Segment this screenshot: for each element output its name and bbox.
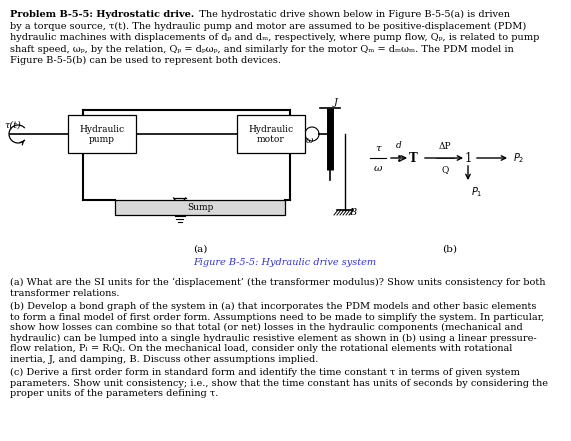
Text: Figure B-5-5: Hydraulic drive system: Figure B-5-5: Hydraulic drive system [194, 258, 376, 267]
Text: proper units of the parameters defining τ.: proper units of the parameters defining … [10, 389, 218, 398]
Text: hydraulic) can be lumped into a single hydraulic resistive element as shown in (: hydraulic) can be lumped into a single h… [10, 333, 537, 343]
Text: Problem B-5-5: Hydrostatic drive.: Problem B-5-5: Hydrostatic drive. [10, 10, 194, 19]
Text: transformer relations.: transformer relations. [10, 288, 119, 298]
Text: parameters. Show unit consistency; i.e., show that the time constant has units o: parameters. Show unit consistency; i.e.,… [10, 378, 548, 388]
Text: (a) What are the SI units for the ‘displacement’ (the transformer modulus)? Show: (a) What are the SI units for the ‘displ… [10, 278, 545, 288]
Text: (a): (a) [193, 245, 207, 254]
Text: Sump: Sump [187, 203, 213, 212]
Bar [115, 200, 285, 215]
Text: (b) Develop a bond graph of the system in (a) that incorporates the PDM models a: (b) Develop a bond graph of the system i… [10, 302, 536, 311]
Text: to form a final model of first order form. Assumptions need to be made to simpli: to form a final model of first order for… [10, 313, 544, 321]
Text: (b): (b) [443, 245, 457, 254]
Text: d: d [396, 141, 402, 150]
Text: Hydraulic: Hydraulic [248, 126, 293, 135]
Text: B: B [349, 208, 356, 217]
Text: show how losses can combine so that total (or net) losses in the hydraulic compo: show how losses can combine so that tota… [10, 323, 522, 332]
Text: τ: τ [375, 144, 381, 153]
Text: 1: 1 [464, 152, 472, 164]
Text: hydraulic machines with displacements of dₚ and dₘ, respectively, where pump flo: hydraulic machines with displacements of… [10, 33, 540, 42]
Text: Hydraulic: Hydraulic [79, 126, 124, 135]
Text: motor: motor [257, 135, 285, 143]
Text: (c) Derive a first order form in standard form and identify the time constant τ : (c) Derive a first order form in standar… [10, 368, 520, 377]
Text: Figure B-5-5(b) can be used to represent both devices.: Figure B-5-5(b) can be used to represent… [10, 56, 281, 65]
Text: inertia, J, and damping, B. Discuss other assumptions implied.: inertia, J, and damping, B. Discuss othe… [10, 355, 319, 363]
Text: by a torque source, τ(t). The hydraulic pump and motor are assumed to be positiv: by a torque source, τ(t). The hydraulic … [10, 22, 526, 30]
Text: ΔP: ΔP [439, 142, 451, 151]
Text: J: J [334, 98, 338, 107]
Text: τ(t): τ(t) [4, 121, 21, 130]
Bar [237, 115, 305, 153]
Text: T: T [409, 152, 417, 164]
Text: ω: ω [374, 164, 382, 173]
Text: $P_2$: $P_2$ [513, 151, 524, 165]
Text: Q: Q [441, 165, 449, 174]
Text: flow relation, Pₗ = RₗQₗ. On the mechanical load, consider only the rotational e: flow relation, Pₗ = RₗQₗ. On the mechani… [10, 344, 512, 353]
Text: shaft speed, ωₚ, by the relation, Qₚ = dₚωₚ, and similarly for the motor Qₘ = dₘ: shaft speed, ωₚ, by the relation, Qₚ = d… [10, 45, 514, 53]
Bar [68, 115, 136, 153]
Text: pump: pump [89, 135, 115, 143]
Text: ω: ω [306, 136, 313, 145]
Text: $P_1$: $P_1$ [471, 185, 482, 199]
Text: The hydrostatic drive shown below in Figure B-5-5(a) is driven: The hydrostatic drive shown below in Fig… [193, 10, 510, 19]
